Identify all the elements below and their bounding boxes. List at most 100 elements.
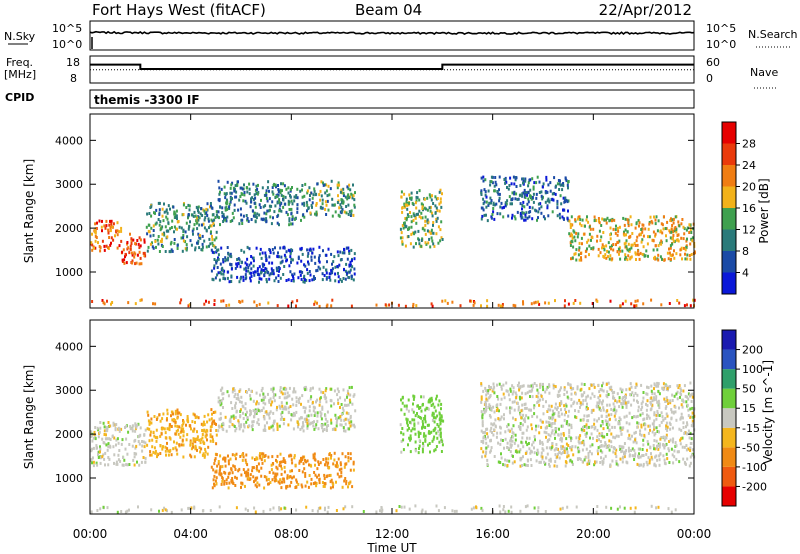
velocity-cell xyxy=(148,427,151,431)
power-cell xyxy=(208,226,210,230)
velocity-cell xyxy=(608,386,611,390)
power-cell xyxy=(215,230,218,234)
power-cell xyxy=(532,187,535,191)
power-cell xyxy=(182,213,185,216)
velocity-cell xyxy=(321,405,324,409)
velocity-cell xyxy=(688,464,691,468)
velocity-cell xyxy=(541,441,544,445)
velocity-cell xyxy=(234,429,237,433)
velocity-cell xyxy=(590,383,593,387)
power-cell xyxy=(237,180,239,184)
power-cell xyxy=(336,186,339,190)
velocity-cell xyxy=(260,458,263,462)
velocity-cell xyxy=(280,460,283,464)
velocity-cell xyxy=(539,418,542,422)
power-cell xyxy=(289,195,292,199)
velocity-cell xyxy=(549,457,552,461)
power-cell xyxy=(152,229,155,232)
velocity-cell xyxy=(112,445,115,449)
power-cell xyxy=(591,302,594,305)
power-cell xyxy=(250,274,253,278)
power-cell xyxy=(644,227,647,231)
velocity-cell xyxy=(217,400,220,404)
power-cell xyxy=(108,223,111,227)
velocity-cell xyxy=(131,427,134,431)
power-cell xyxy=(133,255,136,259)
power-cell xyxy=(671,224,674,227)
velocity-cell xyxy=(250,425,253,428)
velocity-cell xyxy=(413,427,416,431)
velocity-cell xyxy=(219,465,222,469)
velocity-cell xyxy=(658,463,661,467)
velocity-cell xyxy=(212,438,214,442)
power-cell xyxy=(673,256,676,260)
power-cell xyxy=(278,255,281,259)
power-cell xyxy=(243,191,246,194)
power-cell xyxy=(239,207,242,211)
velocity-cell xyxy=(278,508,281,512)
power-cell xyxy=(215,261,218,265)
velocity-cell xyxy=(348,482,350,486)
velocity-cell xyxy=(480,400,483,404)
power-cell xyxy=(260,268,263,272)
velocity-cell xyxy=(653,396,655,400)
velocity-cell xyxy=(135,452,138,456)
velocity-cell xyxy=(490,446,493,450)
velocity-cell xyxy=(96,509,99,512)
velocity-cell xyxy=(519,422,522,425)
power-cell xyxy=(224,208,227,212)
velocity-cell xyxy=(502,505,505,508)
velocity-cell xyxy=(488,403,491,407)
velocity-cell xyxy=(606,420,609,424)
velocity-cell xyxy=(537,395,540,399)
velocity-cell xyxy=(325,425,328,429)
power-cell xyxy=(556,202,559,206)
velocity-cell xyxy=(484,386,487,390)
velocity-cell xyxy=(503,417,505,421)
power-cell xyxy=(574,252,577,256)
velocity-cell xyxy=(527,384,530,388)
velocity-cell xyxy=(318,481,321,485)
power-cell xyxy=(657,258,660,262)
velocity-cell xyxy=(522,418,525,422)
power-cell xyxy=(651,221,654,225)
power-cell xyxy=(214,276,217,280)
power-cell xyxy=(277,251,279,255)
velocity-cell xyxy=(554,436,556,440)
velocity-cell xyxy=(201,436,204,440)
power-range-tick-label: 1000 xyxy=(55,266,83,279)
velocity-cell xyxy=(534,438,536,442)
power-cell xyxy=(268,248,271,251)
power-cell xyxy=(158,208,161,212)
power-cell xyxy=(595,219,598,222)
velocity-cell xyxy=(591,443,594,447)
velocity-cell xyxy=(409,434,412,438)
power-cell xyxy=(345,262,348,266)
power-cell xyxy=(187,216,189,220)
velocity-cell xyxy=(526,391,529,395)
velocity-cell xyxy=(158,413,161,417)
velocity-cell xyxy=(543,430,546,434)
velocity-cell xyxy=(291,469,293,473)
power-cell xyxy=(281,189,283,193)
velocity-cell xyxy=(545,431,548,435)
power-cell xyxy=(163,202,165,206)
velocity-cell xyxy=(149,433,152,437)
power-cell xyxy=(296,210,299,214)
power-cell xyxy=(291,218,294,222)
velocity-cell xyxy=(561,506,564,510)
velocity-cell xyxy=(242,405,245,409)
velocity-cell xyxy=(601,420,604,423)
velocity-cell xyxy=(531,383,534,387)
power-cell xyxy=(523,188,526,192)
power-cell xyxy=(646,242,649,246)
velocity-cell xyxy=(502,383,505,387)
power-cell xyxy=(692,227,695,231)
velocity-cell xyxy=(295,480,298,484)
velocity-cell xyxy=(314,463,316,467)
power-cell xyxy=(236,264,239,268)
velocity-cell xyxy=(503,463,506,467)
velocity-cell xyxy=(234,453,237,457)
velocity-cell xyxy=(552,386,555,390)
velocity-cell xyxy=(264,402,267,406)
